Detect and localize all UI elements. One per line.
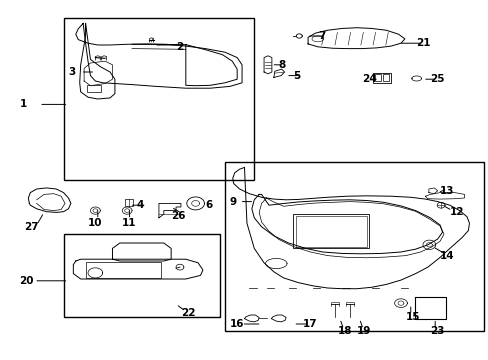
Text: 19: 19: [356, 326, 370, 336]
Bar: [293, 214, 368, 248]
Text: 15: 15: [405, 312, 420, 322]
Text: 13: 13: [439, 186, 454, 196]
Text: 20: 20: [20, 276, 34, 286]
Text: 10: 10: [88, 218, 102, 228]
Text: 27: 27: [24, 222, 39, 232]
Text: 12: 12: [449, 207, 464, 217]
Bar: [382, 74, 388, 81]
Bar: [372, 73, 390, 83]
Text: 1: 1: [20, 99, 27, 109]
Text: 9: 9: [229, 197, 237, 207]
Text: 23: 23: [429, 326, 444, 336]
Text: 14: 14: [439, 251, 454, 261]
Bar: [85, 262, 161, 278]
Bar: [63, 234, 220, 317]
Text: 5: 5: [293, 71, 300, 81]
Bar: [124, 199, 133, 206]
Text: 26: 26: [171, 211, 185, 221]
Text: 2: 2: [176, 42, 183, 52]
Bar: [224, 162, 483, 331]
Text: 7: 7: [317, 31, 325, 41]
Text: 4: 4: [137, 200, 144, 210]
Bar: [87, 85, 101, 92]
Text: 22: 22: [181, 308, 195, 318]
Text: 18: 18: [337, 326, 351, 336]
Text: 8: 8: [278, 60, 285, 70]
Bar: [414, 297, 446, 319]
Text: 21: 21: [415, 38, 429, 48]
Bar: [374, 74, 380, 81]
Text: 24: 24: [361, 74, 376, 84]
Text: 6: 6: [205, 200, 212, 210]
Bar: [295, 216, 366, 247]
Text: 16: 16: [229, 319, 244, 329]
Text: 25: 25: [429, 74, 444, 84]
Text: 11: 11: [122, 218, 137, 228]
Bar: [63, 18, 254, 180]
Text: 17: 17: [303, 319, 317, 329]
Text: 3: 3: [68, 67, 76, 77]
